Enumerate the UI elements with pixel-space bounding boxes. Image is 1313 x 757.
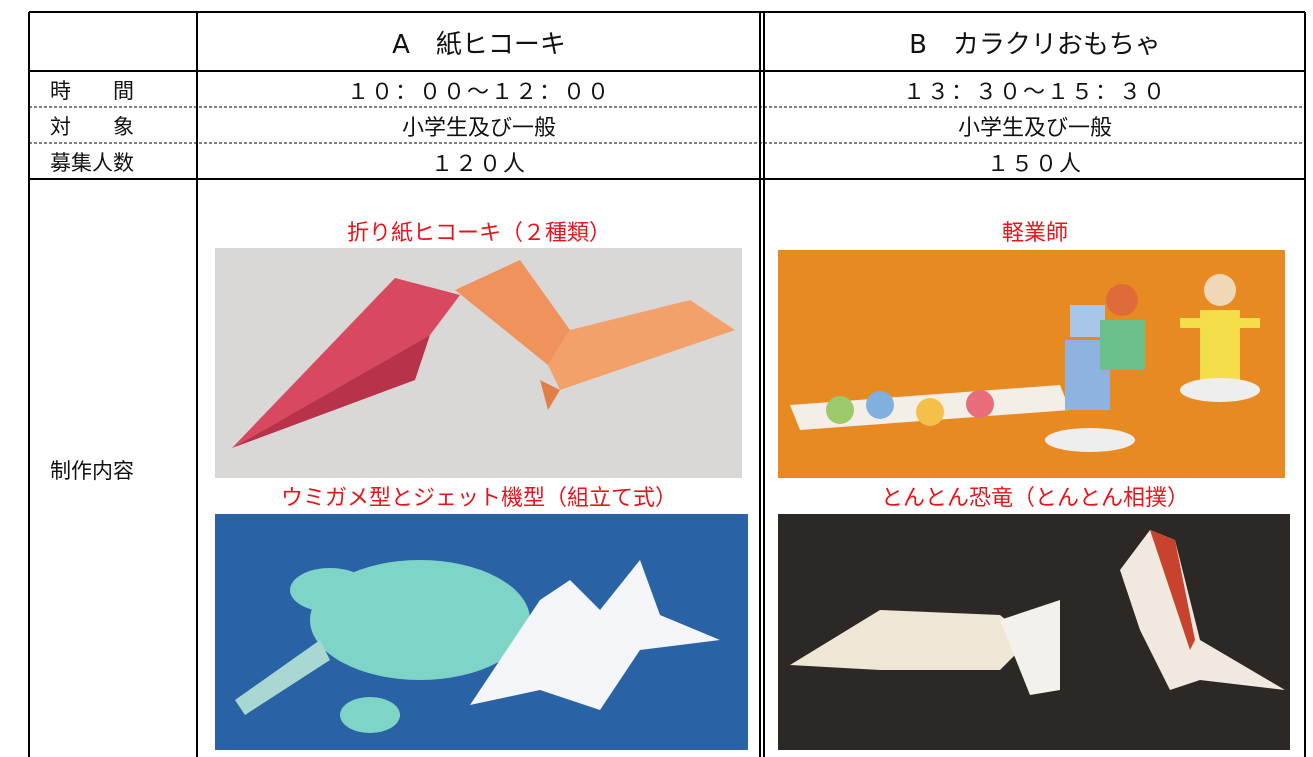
photo-paper-planes [215,248,742,478]
cell: １２０人 [430,151,527,177]
column-header: B カラクリおもちゃ [909,29,1161,60]
photo-acrobats [778,250,1285,478]
row-label: 募集人数 [50,150,134,175]
cell: 小学生及び一般 [957,115,1112,141]
row-label: 制作内容 [50,459,134,483]
caption: ウミガメ型とジェット機型（組立て式） [280,486,677,511]
cell: １３：３０～１５：３０ [902,79,1167,105]
cell: １５０人 [986,151,1083,177]
row-label: 対 象 [50,114,134,139]
caption: 軽業師 [1001,221,1068,246]
row-label: 時 間 [50,78,134,103]
cell: 小学生及び一般 [401,115,556,141]
photo-dinosaurs [778,514,1290,750]
cell: １０：００～１２：００ [346,79,611,105]
caption: とんとん恐竜（とんとん相撲） [880,486,1189,511]
column-header: A 紙ヒコーキ [392,29,566,60]
caption: 折り紙ヒコーキ（２種類） [346,221,611,246]
photo-turtle-jet [215,514,748,750]
